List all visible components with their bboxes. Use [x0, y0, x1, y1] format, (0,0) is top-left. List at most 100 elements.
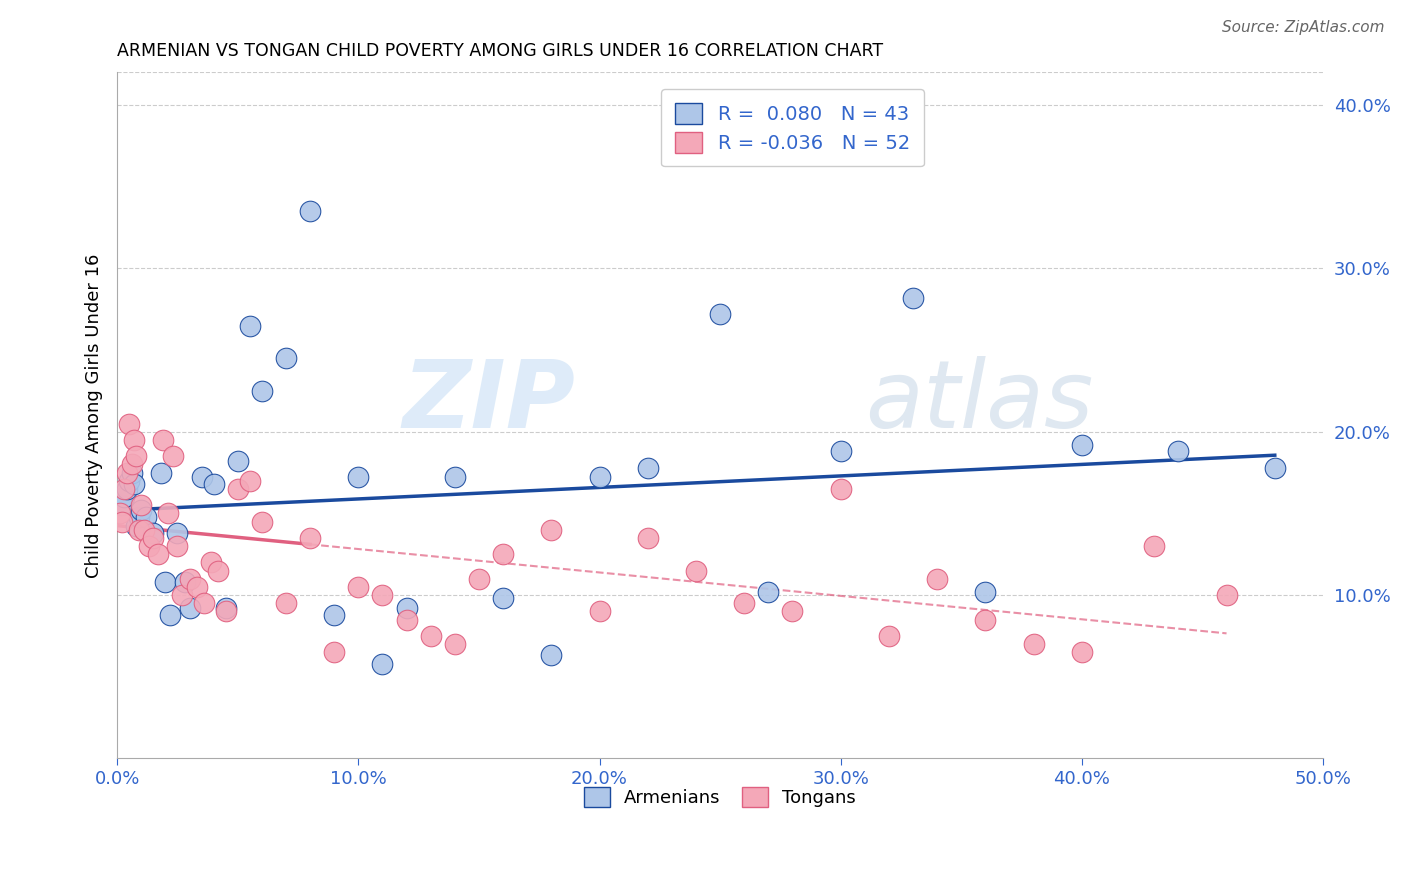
- Point: [142, 525, 165, 540]
- Point: [1022, 637, 1045, 651]
- Point: [155, 574, 177, 589]
- Point: [371, 657, 394, 671]
- Point: [1215, 588, 1237, 602]
- Point: [709, 307, 731, 321]
- Point: [733, 596, 755, 610]
- Point: [927, 572, 949, 586]
- Point: [115, 466, 138, 480]
- Point: [274, 596, 297, 610]
- Point: [239, 474, 262, 488]
- Point: [540, 648, 562, 663]
- Text: atlas: atlas: [865, 356, 1092, 447]
- Point: [782, 604, 804, 618]
- Point: [166, 525, 188, 540]
- Point: [877, 629, 900, 643]
- Point: [179, 572, 201, 586]
- Point: [131, 498, 153, 512]
- Point: [371, 588, 394, 602]
- Text: ZIP: ZIP: [402, 356, 575, 448]
- Point: [215, 601, 238, 615]
- Point: [179, 601, 201, 615]
- Point: [128, 509, 150, 524]
- Point: [200, 555, 222, 569]
- Point: [274, 351, 297, 366]
- Point: [395, 601, 418, 615]
- Point: [250, 384, 273, 398]
- Point: [115, 482, 138, 496]
- Point: [162, 449, 184, 463]
- Point: [323, 645, 346, 659]
- Point: [122, 433, 145, 447]
- Y-axis label: Child Poverty Among Girls Under 16: Child Poverty Among Girls Under 16: [86, 253, 103, 577]
- Text: Source: ZipAtlas.com: Source: ZipAtlas.com: [1222, 20, 1385, 35]
- Point: [135, 509, 157, 524]
- Point: [173, 574, 195, 589]
- Point: [149, 466, 172, 480]
- Point: [468, 572, 491, 586]
- Point: [1143, 539, 1166, 553]
- Point: [492, 591, 515, 606]
- Point: [419, 629, 441, 643]
- Point: [131, 503, 153, 517]
- Point: [1264, 460, 1286, 475]
- Point: [637, 531, 659, 545]
- Point: [193, 596, 215, 610]
- Point: [299, 531, 322, 545]
- Point: [901, 291, 924, 305]
- Point: [974, 584, 997, 599]
- Point: [637, 460, 659, 475]
- Point: [756, 584, 779, 599]
- Point: [111, 498, 134, 512]
- Text: ARMENIAN VS TONGAN CHILD POVERTY AMONG GIRLS UNDER 16 CORRELATION CHART: ARMENIAN VS TONGAN CHILD POVERTY AMONG G…: [117, 42, 883, 60]
- Point: [830, 482, 852, 496]
- Point: [1070, 438, 1092, 452]
- Point: [159, 607, 181, 622]
- Point: [207, 564, 229, 578]
- Point: [215, 604, 238, 618]
- Point: [226, 482, 249, 496]
- Point: [132, 523, 155, 537]
- Point: [108, 507, 131, 521]
- Point: [128, 523, 150, 537]
- Point: [172, 588, 194, 602]
- Point: [299, 204, 322, 219]
- Point: [239, 318, 262, 333]
- Point: [142, 531, 165, 545]
- Point: [125, 519, 148, 533]
- Point: [166, 539, 188, 553]
- Point: [685, 564, 707, 578]
- Point: [138, 539, 160, 553]
- Point: [588, 470, 610, 484]
- Point: [125, 449, 148, 463]
- Point: [122, 477, 145, 491]
- Point: [121, 466, 143, 480]
- Point: [395, 613, 418, 627]
- Point: [112, 482, 135, 496]
- Point: [152, 433, 174, 447]
- Point: [588, 604, 610, 618]
- Point: [148, 547, 170, 561]
- Point: [443, 470, 465, 484]
- Point: [108, 498, 131, 512]
- Point: [118, 474, 141, 488]
- Point: [121, 458, 143, 472]
- Point: [190, 470, 212, 484]
- Point: [323, 607, 346, 622]
- Point: [974, 613, 997, 627]
- Point: [1167, 444, 1189, 458]
- Legend: Armenians, Tongans: Armenians, Tongans: [578, 780, 863, 814]
- Point: [492, 547, 515, 561]
- Point: [830, 444, 852, 458]
- Point: [540, 523, 562, 537]
- Point: [226, 454, 249, 468]
- Point: [202, 477, 225, 491]
- Point: [156, 507, 179, 521]
- Point: [186, 580, 208, 594]
- Point: [111, 515, 134, 529]
- Point: [443, 637, 465, 651]
- Point: [347, 470, 370, 484]
- Point: [250, 515, 273, 529]
- Point: [347, 580, 370, 594]
- Point: [112, 490, 135, 504]
- Point: [118, 417, 141, 431]
